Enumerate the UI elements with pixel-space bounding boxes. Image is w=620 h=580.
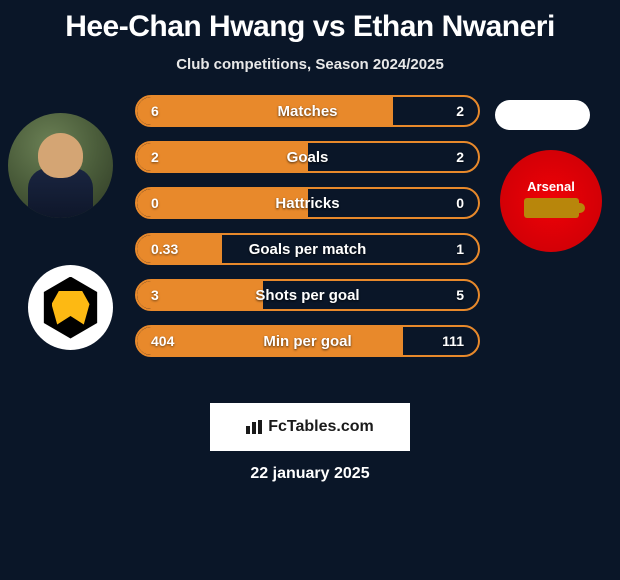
stat-right-value: 1 bbox=[456, 241, 464, 257]
wolves-icon bbox=[40, 277, 102, 339]
stat-right-value: 2 bbox=[456, 103, 464, 119]
club-logo-wolves bbox=[28, 265, 113, 350]
stat-row: 6Matches2 bbox=[135, 95, 480, 127]
stat-right-value: 5 bbox=[456, 287, 464, 303]
subtitle: Club competitions, Season 2024/2025 bbox=[0, 56, 620, 73]
watermark-text: FcTables.com bbox=[268, 418, 374, 436]
stats-area: Arsenal 6Matches22Goals20Hattricks00.33G… bbox=[0, 95, 620, 395]
stat-row: 3Shots per goal5 bbox=[135, 279, 480, 311]
comparison-infographic: Hee-Chan Hwang vs Ethan Nwaneri Club com… bbox=[0, 0, 620, 580]
stat-row: 0.33Goals per match1 bbox=[135, 233, 480, 265]
stat-label: Shots per goal bbox=[137, 287, 478, 304]
date-label: 22 january 2025 bbox=[0, 465, 620, 483]
player-left-photo bbox=[8, 113, 113, 218]
stat-row: 2Goals2 bbox=[135, 141, 480, 173]
arsenal-cannon-icon bbox=[524, 198, 579, 218]
stat-right-value: 2 bbox=[456, 149, 464, 165]
stat-row: 0Hattricks0 bbox=[135, 187, 480, 219]
stat-label: Goals bbox=[137, 149, 478, 166]
stat-label: Matches bbox=[137, 103, 478, 120]
stat-label: Goals per match bbox=[137, 241, 478, 258]
club-logo-arsenal: Arsenal bbox=[500, 150, 602, 252]
page-title: Hee-Chan Hwang vs Ethan Nwaneri bbox=[0, 10, 620, 44]
watermark-badge: FcTables.com bbox=[210, 403, 410, 451]
stat-label: Hattricks bbox=[137, 195, 478, 212]
stat-right-value: 111 bbox=[442, 333, 464, 349]
stat-rows-container: 6Matches22Goals20Hattricks00.33Goals per… bbox=[135, 95, 480, 371]
stat-right-value: 0 bbox=[456, 195, 464, 211]
arsenal-label: Arsenal bbox=[527, 179, 575, 194]
stat-row: 404Min per goal111 bbox=[135, 325, 480, 357]
player-right-photo-placeholder bbox=[495, 100, 590, 130]
bar-chart-icon bbox=[246, 420, 264, 434]
stat-label: Min per goal bbox=[137, 333, 478, 350]
